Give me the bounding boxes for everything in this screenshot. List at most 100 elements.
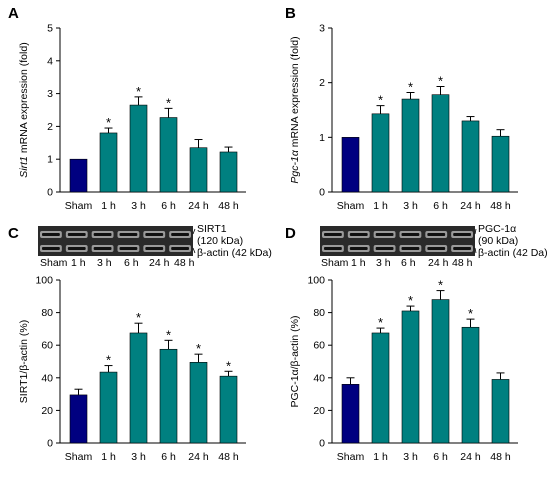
- significance-mark: *: [408, 80, 413, 95]
- label-leader: [192, 247, 196, 254]
- x-tick-label: 24 h: [188, 200, 209, 212]
- x-tick-label: 6 h: [161, 451, 176, 463]
- band-core: [427, 233, 446, 236]
- band-core: [401, 247, 420, 250]
- bar-sham: [69, 158, 88, 193]
- significance-mark: *: [438, 278, 443, 293]
- label-leader: [474, 228, 477, 235]
- bar-3h: [401, 98, 420, 193]
- y-axis-title: SIRT1/β-actin (%): [18, 320, 30, 403]
- band-core: [349, 247, 368, 250]
- x-tick-label: 3 h: [131, 451, 146, 463]
- bar-1h: [371, 113, 390, 193]
- x-tick-label: 24 h: [460, 200, 481, 212]
- band-core: [93, 247, 112, 250]
- bar-3h: [129, 332, 148, 444]
- bar-sham: [341, 137, 360, 193]
- bar-24h: [189, 362, 208, 444]
- y-tick-label: 1: [47, 154, 53, 166]
- y-tick-label: 2: [319, 77, 325, 89]
- blot-image: [38, 226, 193, 256]
- bar-sham: [69, 394, 88, 444]
- bar-6h: [431, 94, 450, 193]
- y-tick-label: 60: [313, 340, 325, 352]
- western-blot: PGC-1α(90 kDa)β-actin (42 Da) Sham 1 h 3 h 6…: [320, 223, 548, 269]
- band-core: [401, 233, 420, 236]
- blot-lane-label: 24 h: [149, 257, 170, 269]
- significance-mark: *: [106, 353, 111, 368]
- y-tick-label: 0: [319, 438, 325, 450]
- significance-mark: *: [166, 327, 171, 342]
- bar-24h: [189, 147, 208, 193]
- bar-6h: [159, 348, 178, 444]
- bar-48h: [491, 379, 510, 444]
- band-core: [67, 233, 86, 236]
- x-tick-label: 48 h: [218, 451, 239, 463]
- band-core: [453, 247, 471, 250]
- blot-band-label: β-actin (42 kDa): [197, 247, 272, 259]
- x-tick-label: Sham: [65, 200, 93, 212]
- y-tick-label: 0: [319, 187, 325, 199]
- bar-6h: [159, 117, 178, 193]
- band-core: [145, 247, 164, 250]
- x-tick-label: Sham: [65, 451, 93, 463]
- y-tick-label: 80: [313, 307, 325, 319]
- band-core: [375, 247, 394, 250]
- band-core: [42, 233, 60, 236]
- blot-lane-label: Sham: [40, 257, 68, 269]
- blot-band-label: (120 kDa): [197, 235, 243, 247]
- panel-a: A 0 1 2 3 4 5 Sirt1 mRNA expression (fold) Sham *…: [8, 5, 246, 212]
- band-core: [324, 233, 342, 236]
- bar-6h: [431, 299, 450, 444]
- y-tick-label: 40: [41, 372, 53, 384]
- label-leader: [192, 228, 196, 235]
- bar-3h: [401, 310, 420, 444]
- significance-mark: *: [438, 73, 443, 88]
- panel-letter: A: [8, 5, 19, 22]
- band-core: [349, 233, 368, 236]
- blot-lane-label: 6 h: [401, 257, 416, 269]
- bar-sham: [341, 384, 360, 444]
- y-tick-label: 80: [41, 307, 53, 319]
- significance-mark: *: [166, 95, 171, 110]
- band-core: [119, 233, 138, 236]
- significance-mark: *: [408, 293, 413, 308]
- band-core: [171, 233, 189, 236]
- blot-image: [320, 226, 475, 256]
- x-tick-label: 6 h: [433, 451, 448, 463]
- panel-letter: C: [8, 225, 19, 242]
- band-core: [67, 247, 86, 250]
- bar-48h: [491, 135, 510, 193]
- y-tick-label: 0: [47, 187, 53, 199]
- y-tick-label: 20: [41, 405, 53, 417]
- significance-mark: *: [378, 315, 383, 330]
- significance-mark: *: [106, 115, 111, 130]
- blot-lane-label: 24 h: [428, 257, 449, 269]
- x-tick-label: 1 h: [373, 200, 388, 212]
- bar-24h: [461, 326, 480, 444]
- band-core: [145, 233, 164, 236]
- panel-letter: D: [285, 225, 296, 242]
- blot-band-label: SIRT1: [197, 223, 227, 235]
- blot-band-label: β-actin (42 Da): [478, 247, 548, 259]
- x-tick-label: 48 h: [490, 200, 511, 212]
- y-tick-label: 5: [47, 23, 53, 35]
- significance-mark: *: [136, 310, 141, 325]
- y-tick-label: 0: [47, 438, 53, 450]
- x-tick-label: 3 h: [403, 451, 418, 463]
- bar-1h: [371, 332, 390, 444]
- blot-lane-label: 1 h: [71, 257, 86, 269]
- blot-lane-label: 6 h: [124, 257, 139, 269]
- bar-3h: [129, 104, 148, 193]
- band-core: [427, 247, 446, 250]
- x-tick-label: 48 h: [218, 200, 239, 212]
- y-tick-label: 60: [41, 340, 53, 352]
- x-tick-label: 1 h: [101, 200, 116, 212]
- band-core: [324, 247, 342, 250]
- x-tick-label: 48 h: [490, 451, 511, 463]
- x-tick-label: Sham: [337, 200, 365, 212]
- significance-mark: *: [226, 358, 231, 373]
- y-tick-label: 1: [319, 132, 325, 144]
- y-tick-label: 40: [313, 372, 325, 384]
